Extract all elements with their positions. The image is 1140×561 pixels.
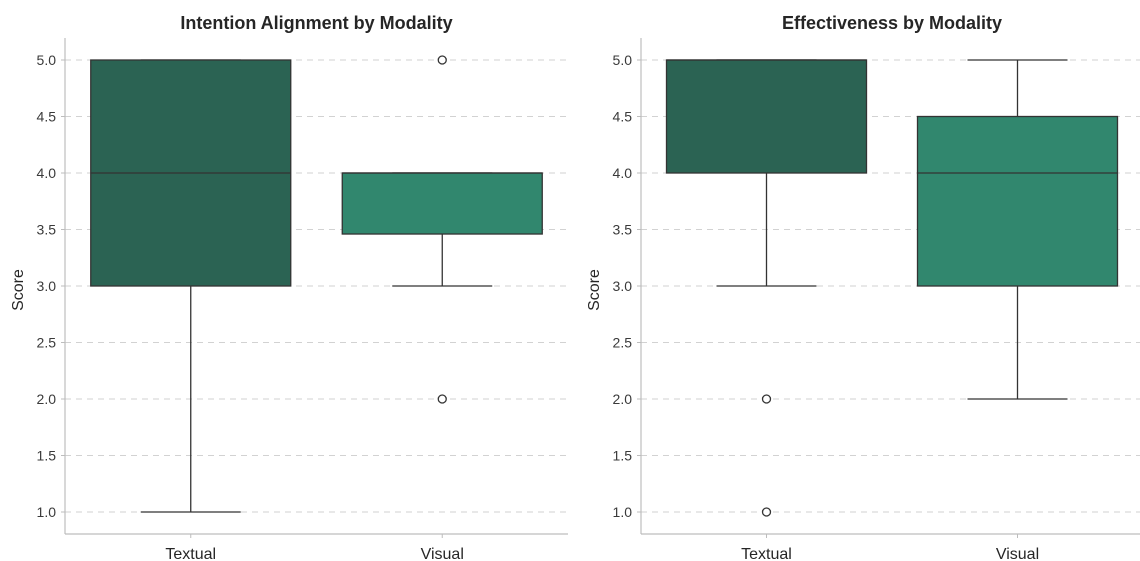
y-tick-label: 2.0 <box>37 391 57 407</box>
y-tick-label: 3.5 <box>613 222 633 238</box>
y-tick-label: 3.0 <box>37 278 57 294</box>
y-tick-label: 1.5 <box>613 448 633 464</box>
iqr-box <box>665 59 868 174</box>
outlier-point <box>761 507 772 517</box>
y-tick-label: 2.5 <box>37 335 57 351</box>
chart-panel-1: Intention Alignment by Modality Score 1.0 1… <box>10 13 568 561</box>
iqr-box <box>341 172 543 235</box>
y-tick-label: 3.5 <box>37 222 57 238</box>
chart-title: Effectiveness by Modality <box>782 13 1002 33</box>
y-tick-label: 1.5 <box>37 448 57 464</box>
y-tick-label: 4.0 <box>613 165 633 181</box>
y-tick-label: 1.0 <box>37 504 57 520</box>
y-tick-label: 2.5 <box>613 335 633 351</box>
outlier-point <box>761 394 772 404</box>
x-tick-label: Textual <box>165 546 216 561</box>
box-textual <box>665 59 868 517</box>
x-tick-label: Visual <box>996 546 1039 561</box>
x-tick-label: Visual <box>421 546 464 561</box>
x-tick-label: Textual <box>741 546 792 561</box>
box-visual <box>916 59 1119 400</box>
y-axis-label: Score <box>10 269 27 311</box>
y-axis-label: Score <box>586 269 603 311</box>
chart-panel-2: Effectiveness by Modality Score 1.0 1.5 2.0 2… <box>586 13 1140 561</box>
y-tick-label: 2.0 <box>613 391 633 407</box>
y-tick-label: 5.0 <box>613 52 633 68</box>
outlier-point <box>437 394 447 404</box>
outlier-point <box>437 55 447 65</box>
y-tick-label: 4.5 <box>37 109 57 125</box>
y-tick-label: 4.5 <box>613 109 633 125</box>
box-textual <box>90 59 292 513</box>
iqr-box <box>916 115 1119 287</box>
chart-title: Intention Alignment by Modality <box>180 13 452 33</box>
y-tick-label: 5.0 <box>37 52 57 68</box>
box-visual <box>341 55 543 404</box>
y-tick-label: 4.0 <box>37 165 57 181</box>
y-tick-label: 1.0 <box>613 504 633 520</box>
y-tick-label: 3.0 <box>613 278 633 294</box>
